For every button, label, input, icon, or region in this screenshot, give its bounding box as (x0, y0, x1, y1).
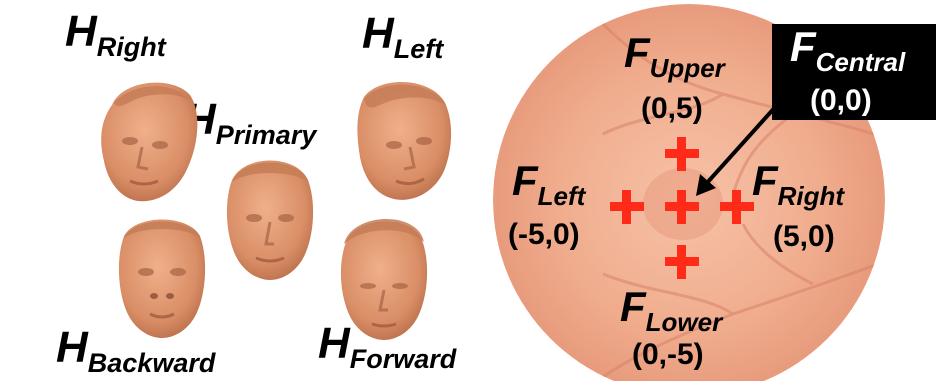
label-f-lower: FLower (620, 283, 723, 337)
head-backward-image (118, 219, 206, 338)
cross-lower (665, 245, 699, 279)
coord-central: (0,0) (810, 84, 872, 117)
cross-left (610, 190, 644, 224)
cross-central (665, 190, 699, 224)
coord-upper: (0,5) (641, 92, 703, 125)
central-callout: FCentral (0,0) (772, 24, 936, 120)
cross-upper (665, 137, 699, 171)
label-h-backward: HBackward (56, 323, 216, 378)
label-f-upper: FUpper (624, 29, 725, 83)
coord-left: (-5,0) (508, 218, 580, 251)
label-h-left: HLeft (362, 9, 444, 64)
head-primary-image (226, 160, 314, 280)
head-forward-image (340, 218, 428, 340)
label-f-right: FRight (752, 157, 845, 211)
label-h-forward: HForward (318, 319, 457, 374)
label-h-right: HRight (65, 7, 166, 62)
head-right-image (101, 82, 198, 202)
coord-lower: (0,-5) (632, 338, 704, 371)
head-left-image (357, 82, 452, 200)
coord-right: (5,0) (773, 220, 835, 253)
cross-right (720, 190, 754, 224)
label-f-central: FCentral (790, 23, 906, 77)
label-f-left: FLeft (512, 157, 586, 211)
